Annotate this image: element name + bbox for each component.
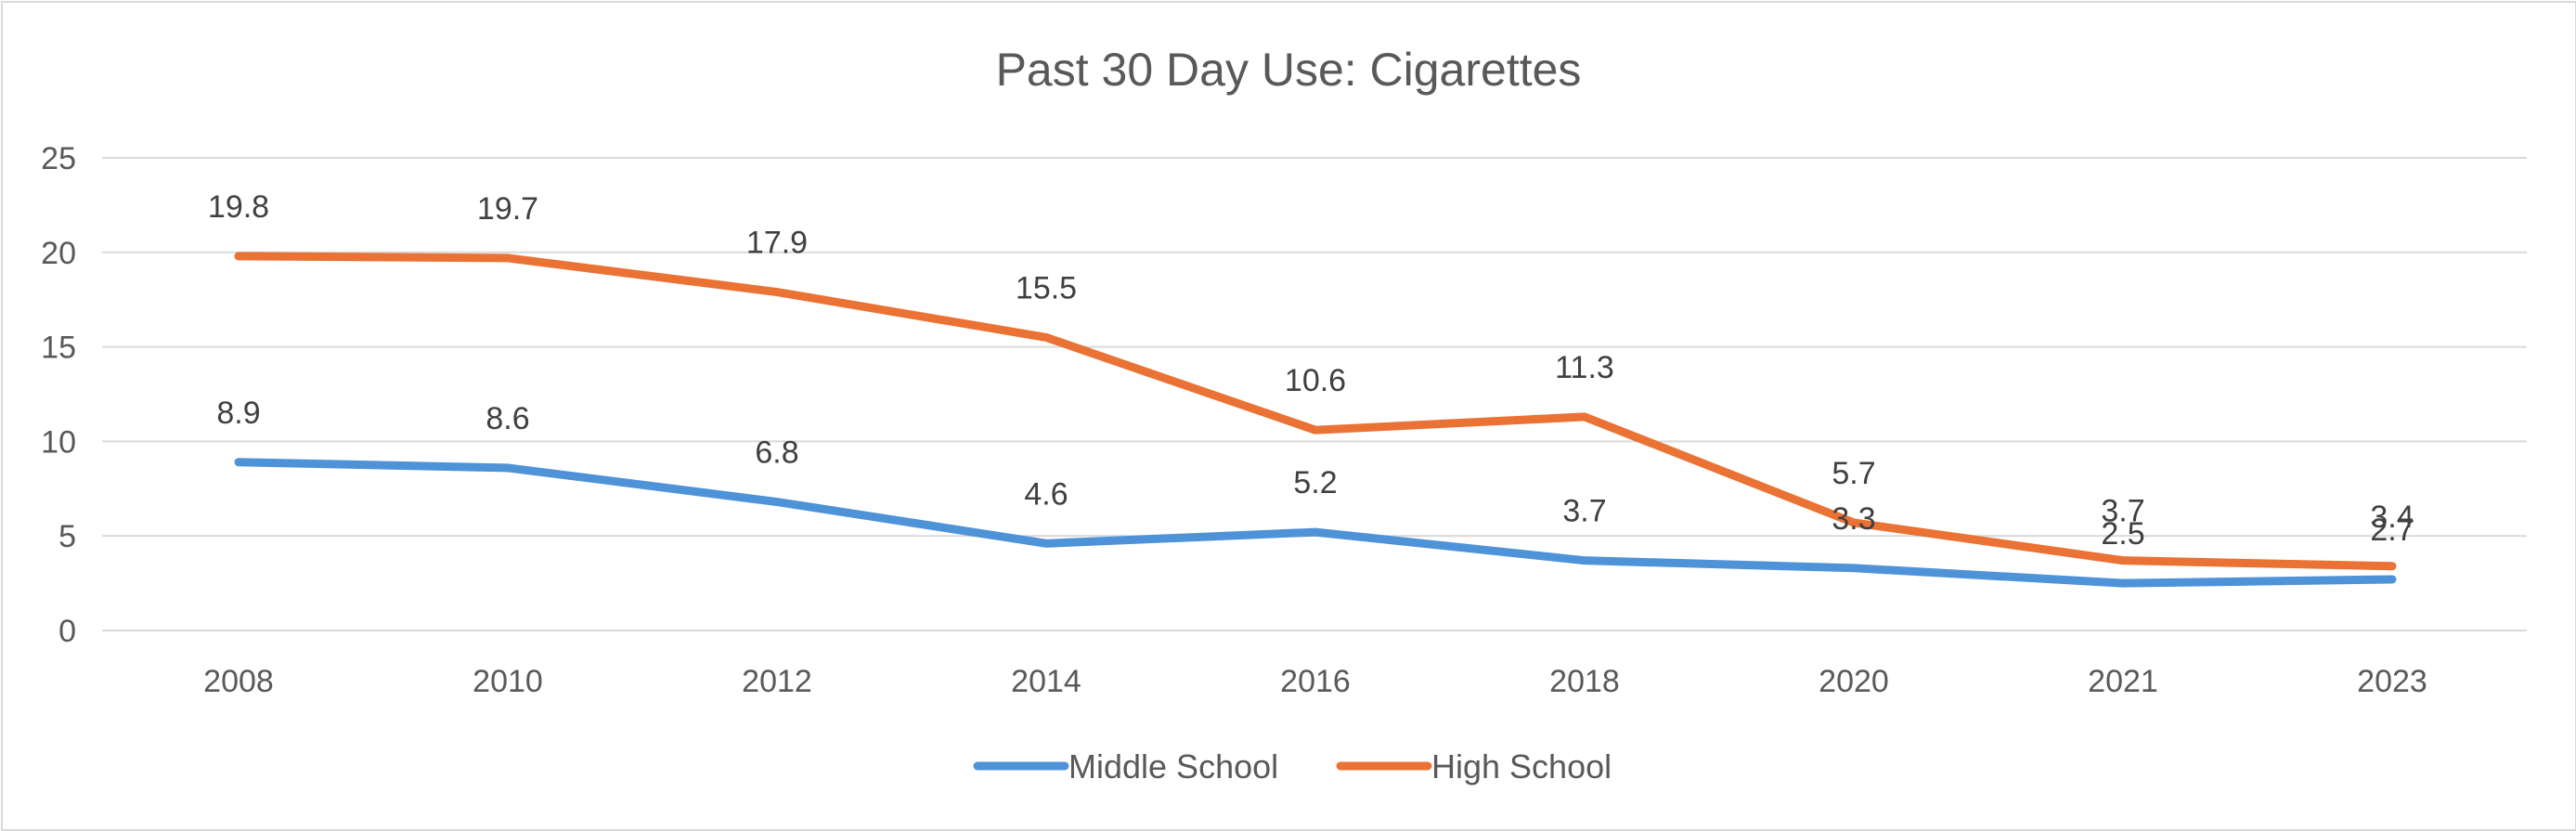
x-tick-label: 2010	[472, 664, 543, 699]
chart-title: Past 30 Day Use: Cigarettes	[996, 44, 1582, 96]
data-label: 3.7	[2101, 494, 2144, 529]
x-tick-label: 2020	[1819, 664, 1889, 699]
data-label: 6.8	[755, 435, 798, 471]
data-point	[238, 461, 239, 463]
data-point	[2122, 559, 2124, 562]
grid-lines	[102, 157, 2527, 631]
data-label: 8.6	[485, 401, 529, 436]
y-tick-label: 0	[58, 614, 76, 649]
data-point	[507, 466, 509, 469]
x-axis-ticks: 2008 2010 2012 2014 2016 2018 2020 2021 2023	[203, 664, 2427, 699]
y-tick-label: 5	[58, 519, 76, 554]
legend: Middle School High School	[973, 747, 1612, 786]
data-point	[2391, 565, 2393, 567]
data-point	[776, 291, 778, 293]
data-label: 19.7	[477, 191, 538, 227]
data-point	[1584, 559, 1586, 562]
x-tick-label: 2021	[2088, 664, 2158, 699]
data-label: 5.7	[1832, 456, 1875, 491]
x-tick-label: 2016	[1280, 664, 1351, 699]
data-point	[2122, 582, 2124, 585]
data-label: 10.6	[1285, 363, 1346, 398]
data-point	[238, 254, 239, 257]
data-label: 8.9	[216, 396, 260, 431]
x-tick-label: 2014	[1011, 664, 1081, 699]
data-label: 17.9	[746, 226, 808, 261]
data-label: 2.5	[2101, 516, 2144, 552]
y-axis-ticks: 0 5 10 15 20 25	[41, 141, 76, 649]
data-point	[1045, 336, 1047, 339]
legend-label: High School	[1431, 747, 1612, 786]
y-tick-label: 20	[41, 236, 76, 271]
y-tick-label: 10	[41, 424, 76, 460]
data-point	[776, 500, 778, 503]
x-tick-label: 2023	[2357, 664, 2427, 699]
x-tick-label: 2018	[1549, 664, 1620, 699]
data-point	[1584, 415, 1586, 418]
x-tick-label: 2012	[742, 664, 812, 699]
series-lines	[234, 252, 2397, 588]
data-point	[1853, 521, 1855, 524]
data-labels: 8.9 8.6 6.8 4.6 5.2 3.7 3.3 2.5 2.7 19.8 19.7 17.9 1…	[208, 189, 2414, 552]
data-label: 15.5	[1016, 270, 1077, 305]
x-tick-label: 2008	[203, 664, 274, 699]
data-point	[2391, 578, 2393, 581]
series-line	[234, 252, 2397, 571]
data-point	[507, 256, 509, 259]
data-point	[1314, 429, 1316, 432]
data-label: 4.6	[1024, 476, 1068, 512]
data-label: 3.3	[1832, 501, 1875, 537]
data-label: 3.7	[1562, 494, 1606, 529]
data-label: 19.8	[208, 189, 269, 225]
y-tick-label: 15	[41, 331, 76, 366]
data-label: 11.3	[1555, 350, 1614, 385]
data-point	[1314, 531, 1316, 534]
data-label: 2.7	[2370, 513, 2414, 548]
data-point	[1045, 542, 1047, 545]
y-tick-label: 25	[41, 141, 76, 176]
data-point	[1853, 566, 1855, 569]
data-label: 5.2	[1293, 465, 1337, 500]
data-label: 3.4	[2370, 500, 2414, 535]
legend-label: Middle School	[1068, 747, 1278, 786]
